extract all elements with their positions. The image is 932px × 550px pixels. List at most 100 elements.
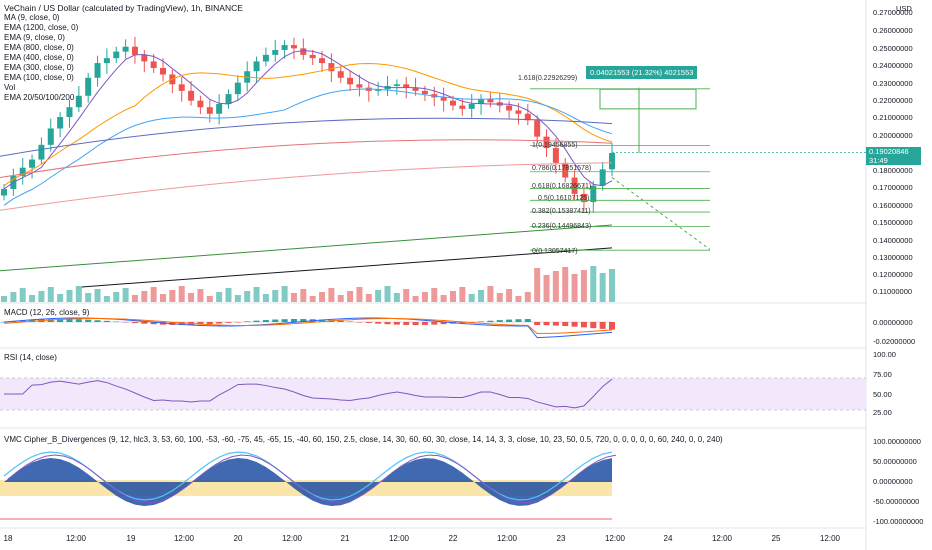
candle — [150, 61, 157, 68]
candle — [216, 103, 223, 114]
indicator-ema800[interactable]: EMA (800, close, 0) — [4, 43, 74, 52]
vmc-label[interactable]: VMC Cipher_B_Divergences (9, 12, hlc3, 3… — [4, 435, 723, 444]
volume-bar — [122, 288, 129, 302]
trend-line — [79, 247, 613, 288]
volume-bar — [562, 267, 569, 302]
candle — [328, 63, 335, 72]
candle — [403, 84, 410, 88]
indicator-ema-ribbon[interactable]: EMA 20/50/100/200 — [4, 93, 75, 102]
macd-histogram-bar — [281, 319, 288, 322]
indicator-ema9[interactable]: EMA (9, close, 0) — [4, 33, 65, 42]
candle — [94, 63, 101, 78]
macd-histogram-bar — [356, 322, 363, 323]
volume-bar — [169, 290, 176, 302]
rsi-line — [4, 378, 613, 409]
macd-histogram-bar — [347, 321, 354, 322]
candle — [468, 103, 475, 109]
candle — [262, 54, 269, 62]
macd-histogram-bar — [150, 322, 157, 325]
candle — [272, 49, 279, 55]
macd-histogram-bar — [262, 320, 269, 322]
vmc-tick: -50.00000000 — [873, 497, 920, 506]
candle — [571, 177, 578, 194]
macd-histogram-bar — [403, 322, 410, 325]
candle — [66, 107, 73, 118]
time-tick: 24 — [663, 534, 673, 543]
volume-bar — [487, 286, 494, 302]
volume-bar — [393, 293, 400, 302]
price-tick: 0.11000000 — [873, 287, 913, 296]
macd-histogram-bar — [590, 322, 597, 329]
indicator-ma9[interactable]: MA (9, close, 0) — [4, 13, 60, 22]
time-tick: 20 — [233, 534, 243, 543]
candle — [131, 46, 138, 55]
candle — [309, 54, 316, 59]
price-tick: 0.13000000 — [873, 253, 913, 262]
volume-bar — [225, 288, 232, 302]
candle — [524, 113, 531, 121]
macd-tick: -0.02000000 — [873, 337, 916, 346]
candle — [103, 58, 110, 64]
indicator-ema100[interactable]: EMA (100, close, 0) — [4, 73, 74, 82]
volume-bar — [262, 294, 269, 302]
price-tick: 0.25000000 — [873, 44, 913, 53]
volume-bar — [1, 296, 7, 302]
volume-bar — [328, 288, 335, 302]
time-tick: 25 — [771, 534, 781, 543]
macd-histogram-bar — [234, 322, 241, 323]
macd-histogram-bar — [244, 321, 251, 322]
candle — [356, 84, 363, 88]
macd-histogram-bar — [375, 322, 382, 324]
projection-line — [611, 177, 711, 250]
macd-label[interactable]: MACD (12, 26, close, 9) — [4, 308, 90, 317]
volume-bar — [57, 294, 64, 302]
volume-bar — [440, 295, 447, 302]
candle — [1, 188, 7, 196]
volume-bar — [356, 287, 363, 302]
volume-bar — [38, 291, 45, 302]
candle — [478, 99, 485, 104]
candle — [590, 185, 597, 203]
macd-histogram-bar — [272, 319, 279, 322]
indicator-ema400[interactable]: EMA (400, close, 0) — [4, 53, 74, 62]
time-tick: 12:00 — [819, 534, 841, 543]
macd-histogram-bar — [216, 322, 223, 324]
rsi-band — [0, 378, 866, 410]
macd-histogram-bar — [609, 322, 615, 330]
price-tick: 0.24000000 — [873, 61, 913, 70]
candle — [449, 100, 456, 106]
volume-bar — [131, 295, 138, 302]
fib-label-1618: 1.618(0.22926299) — [518, 75, 578, 82]
vmc-tick: -100.00000000 — [873, 517, 924, 526]
macd-histogram-bar — [580, 322, 587, 328]
candle — [141, 54, 148, 62]
time-tick: 12:00 — [281, 534, 303, 543]
indicator-ema300[interactable]: EMA (300, close, 0) — [4, 63, 74, 72]
candle — [534, 120, 541, 137]
indicator-vol[interactable]: Vol — [4, 83, 16, 92]
macd-histogram-bar — [534, 322, 541, 326]
macd-histogram-bar — [506, 319, 513, 322]
candle — [375, 89, 382, 91]
macd-histogram-bar — [543, 322, 550, 326]
macd-histogram-bar — [571, 322, 578, 327]
ema800-line — [0, 162, 613, 211]
time-tick: 12:00 — [711, 534, 733, 543]
macd-histogram-bar — [431, 322, 438, 325]
volume-bar — [506, 289, 513, 302]
candle — [421, 90, 428, 95]
volume-bar — [281, 286, 288, 302]
rsi-label[interactable]: RSI (14, close) — [4, 353, 57, 362]
volume-bar — [253, 287, 260, 302]
volume-bar — [384, 286, 391, 302]
indicator-ema1200[interactable]: EMA (1200, close, 0) — [4, 23, 79, 32]
volume-bar — [571, 274, 578, 302]
rsi-tick: 100.00 — [873, 350, 896, 359]
volume-bar — [449, 291, 456, 302]
macd-histogram-bar — [103, 320, 110, 322]
macd-histogram-bar — [412, 322, 419, 325]
volume-bar — [375, 290, 382, 302]
fib-label-1: 1(0.19456855) — [532, 142, 578, 149]
candle — [47, 128, 54, 145]
